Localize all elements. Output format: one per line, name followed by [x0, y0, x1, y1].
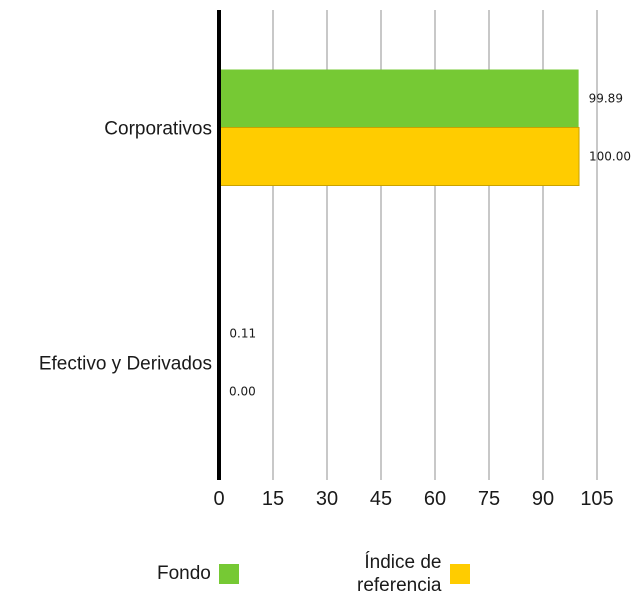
- bar: [218, 127, 580, 186]
- category-label: Corporativos: [104, 119, 212, 140]
- category-label: Efectivo y Derivados: [39, 354, 212, 375]
- data-label: 100.00: [589, 150, 631, 164]
- legend-indice: Índice de referencia: [357, 551, 470, 597]
- bar: [219, 69, 579, 128]
- category-labels: Corporativos Efectivo y Derivados: [39, 119, 212, 375]
- x-tick-label: 90: [532, 488, 554, 510]
- x-tick-labels: 0 15 30 45 60 75 90 105: [213, 488, 613, 510]
- legend-fondo-label: Fondo: [157, 563, 211, 584]
- legend-indice-swatch: [449, 564, 470, 584]
- bar-chart: 0 15 30 45 60 75 90 105 Corporativos Efectivo y …: [39, 10, 631, 510]
- bars: [218, 69, 580, 186]
- x-tick-label: 75: [478, 488, 500, 510]
- x-tick-label: 15: [262, 488, 284, 510]
- x-tick-label: 105: [580, 488, 613, 510]
- data-label: 99.89: [589, 92, 623, 106]
- x-tick-label: 0: [213, 488, 224, 510]
- x-tick-label: 60: [424, 488, 446, 510]
- legend-fondo: Fondo: [157, 562, 239, 585]
- legend-fondo-swatch: [218, 563, 239, 584]
- data-labels: 99.89 100.00 0.11 0.00: [229, 92, 631, 399]
- x-tick-label: 45: [370, 488, 392, 510]
- legend-indice-line1: Índice de: [364, 552, 442, 573]
- data-label: 0.00: [229, 385, 256, 399]
- legend-indice-label: Índice de referencia: [357, 551, 442, 597]
- legend-indice-line2: referencia: [357, 575, 442, 596]
- x-tick-label: 30: [316, 488, 338, 510]
- data-label: 0.11: [229, 327, 256, 341]
